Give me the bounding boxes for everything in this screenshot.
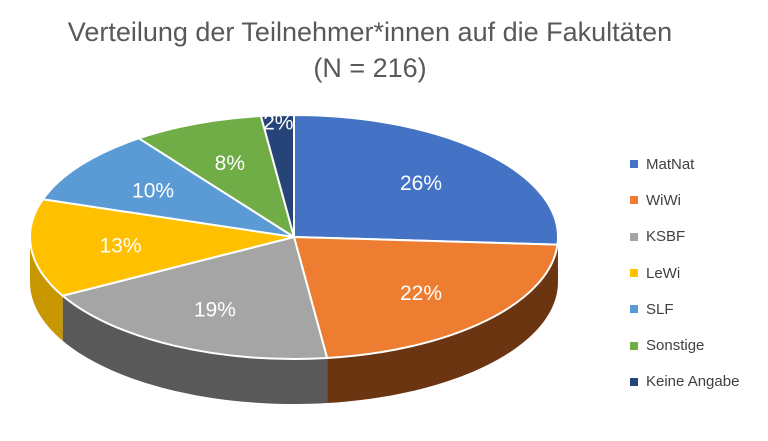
pie-slice-sonstige [137,114,295,238]
legend-item-slf: SLF [630,291,766,327]
legend: MatNat WiWi KSBF LeWi SLF Sonstige Keine Angab… [630,146,766,400]
pie-side-ksbf [62,295,328,404]
legend-swatch [630,196,638,205]
legend-label: WiWi [646,191,681,209]
legend-label: MatNat [646,155,695,173]
chart-title: Verteilung der Teilnehmer*innen auf die … [0,14,740,86]
legend-label: Sonstige [646,337,705,355]
chart-subtitle: (N = 216) [313,53,427,83]
pie-slice-matnat [293,114,559,246]
legend-item-lewi: LeWi [630,255,766,291]
pie-slice-keine-angabe [259,113,295,238]
legend-label: LeWi [646,264,681,282]
legend-item-keine-angabe: Keine Angabe [630,364,766,400]
data-label-lewi: 13% [100,235,142,258]
legend-swatch [630,305,638,314]
chart-title-main: Verteilung der Teilnehmer*innen auf die … [67,17,673,47]
pie-slice-wiwi [293,236,559,360]
pie-slice-ksbf [61,236,329,360]
data-label-slf: 10% [132,180,174,203]
pie-side-matnat [557,237,558,290]
data-label-sonstige: 8% [215,152,245,175]
legend-item-ksbf: KSBF [630,219,766,255]
legend-swatch [630,377,638,386]
pie-slice-slf [41,137,295,238]
legend-item-wiwi: WiWi [630,182,766,218]
legend-swatch [630,232,638,241]
legend-label: SLF [646,300,674,318]
data-label-matnat: 26% [400,172,442,195]
legend-swatch [630,341,638,350]
data-label-keine-angabe: 2% [263,111,293,134]
legend-label: Keine Angabe [646,373,740,391]
data-label-ksbf: 19% [194,299,236,322]
pie-side-wiwi [327,244,558,404]
legend-item-matnat: MatNat [630,146,766,182]
data-label-wiwi: 22% [400,282,442,305]
legend-swatch [630,160,638,169]
pie-slice-lewi [29,198,295,297]
legend-item-sonstige: Sonstige [630,327,766,363]
legend-swatch [630,269,638,278]
legend-label: KSBF [646,228,686,246]
pie-side-lewi [30,237,63,341]
